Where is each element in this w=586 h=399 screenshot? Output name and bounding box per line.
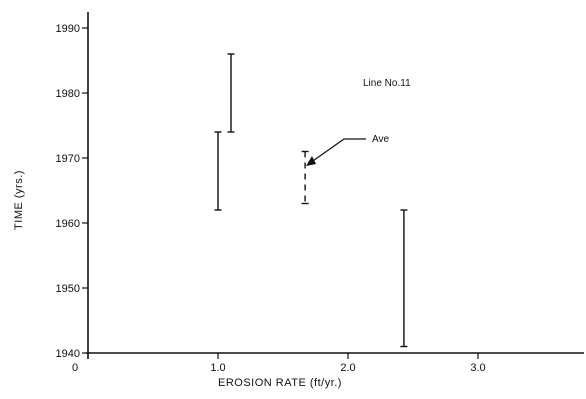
average-label: Ave bbox=[372, 134, 389, 145]
tick-group: 1940 1950 1960 1970 1980 1990 0 1.0 2.0 3.0 bbox=[56, 23, 486, 374]
axes bbox=[86, 12, 584, 359]
y-tick-label: 1990 bbox=[56, 23, 80, 35]
line-label: Line No.11 bbox=[363, 78, 411, 89]
average-arrow bbox=[309, 138, 366, 164]
y-tick-label: 1950 bbox=[56, 283, 80, 295]
x-tick-label: 0 bbox=[72, 362, 78, 374]
x-tick-label: 3.0 bbox=[470, 362, 485, 374]
x-tick-label: 1.0 bbox=[210, 362, 225, 374]
error-bar bbox=[227, 53, 235, 133]
error-bar bbox=[214, 131, 222, 211]
error-bar bbox=[400, 209, 408, 348]
x-tick-label: 2.0 bbox=[340, 362, 355, 374]
y-tick-label: 1960 bbox=[56, 218, 80, 230]
y-axis-title: TIME (yrs.) bbox=[13, 170, 25, 230]
y-tick-label: 1940 bbox=[56, 348, 80, 360]
error-bar bbox=[301, 150, 309, 205]
y-tick-label: 1970 bbox=[56, 153, 80, 165]
annotations: Line No.11 Ave bbox=[306, 78, 411, 166]
y-tick-label: 1980 bbox=[56, 88, 80, 100]
error-bars bbox=[214, 53, 408, 348]
x-axis-title: EROSION RATE (ft/yr.) bbox=[218, 377, 342, 389]
average-arrowhead bbox=[306, 156, 316, 166]
